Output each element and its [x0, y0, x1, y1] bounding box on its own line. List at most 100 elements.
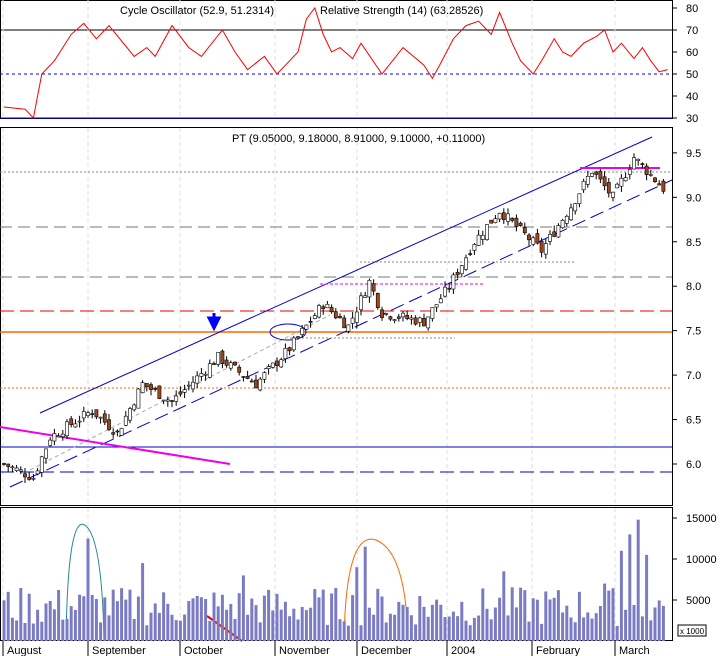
candle — [73, 423, 78, 428]
volume-bar — [649, 620, 653, 641]
candle — [212, 363, 216, 365]
volume-bar — [372, 614, 376, 641]
candle — [438, 298, 443, 304]
candle — [321, 306, 326, 310]
candle — [493, 218, 498, 223]
candle — [590, 173, 594, 177]
candle — [497, 212, 502, 220]
candle — [514, 217, 519, 227]
candle — [149, 384, 153, 390]
volume-bar — [598, 606, 602, 641]
candle — [39, 456, 44, 473]
volume-bar — [40, 621, 44, 641]
candle — [186, 384, 191, 387]
candle — [27, 477, 32, 480]
candle — [241, 376, 246, 378]
volume-bar — [271, 610, 275, 641]
candle — [6, 463, 11, 467]
candle — [350, 317, 355, 324]
candle — [170, 400, 174, 402]
candle — [556, 225, 561, 238]
candle — [640, 163, 645, 165]
candle — [249, 380, 254, 383]
candle — [632, 157, 636, 170]
price-tick-label: 7.0 — [686, 370, 701, 382]
x-axis-month-label: October — [184, 645, 223, 656]
candle — [254, 379, 258, 389]
candle — [329, 307, 334, 313]
candle — [262, 372, 267, 380]
volume-bar — [48, 600, 52, 641]
volume-bar — [506, 615, 510, 641]
candle — [123, 415, 128, 426]
candle — [128, 408, 132, 421]
volume-bar — [531, 598, 535, 641]
volume-tick-label: 10000 — [686, 554, 717, 566]
indicator-title-1: Cycle Oscillator (52.9, 51.2314) — [120, 5, 274, 17]
candle — [510, 217, 515, 221]
x-axis-month-label: March — [619, 645, 650, 656]
volume-bar — [590, 618, 594, 641]
candle — [539, 241, 544, 253]
volume-bar — [31, 623, 35, 641]
candle — [522, 227, 527, 234]
candle — [2, 463, 6, 465]
candle — [56, 435, 61, 438]
volume-bar — [52, 609, 56, 641]
volume-bar — [187, 600, 191, 641]
candle — [392, 319, 397, 321]
candle — [619, 177, 624, 187]
volume-bar — [561, 612, 565, 641]
candle — [283, 348, 288, 359]
volume-bar — [376, 588, 380, 641]
candle — [552, 231, 557, 237]
volume-bar — [250, 598, 254, 641]
candle — [203, 373, 208, 376]
volume-bar — [447, 616, 451, 641]
volume-bar — [36, 609, 40, 641]
candle — [417, 317, 422, 323]
volume-bar — [279, 609, 283, 641]
volume-bar — [258, 622, 262, 641]
candle — [489, 219, 494, 224]
candle — [296, 336, 300, 339]
candle — [111, 432, 116, 435]
candle — [443, 286, 447, 297]
volume-bar — [460, 601, 464, 641]
candle — [560, 220, 565, 229]
volume-bar — [363, 546, 367, 641]
volume-bar — [237, 593, 241, 641]
candle — [501, 212, 506, 220]
candle — [245, 376, 250, 379]
candle — [585, 176, 590, 185]
highlight-ellipse — [269, 323, 307, 341]
candle — [165, 399, 170, 402]
price-tick-label: 6.0 — [686, 459, 701, 471]
candle — [657, 183, 662, 186]
volume-bar — [582, 617, 586, 641]
rsi-tick-label: 40 — [686, 91, 698, 103]
volume-bar — [401, 604, 405, 641]
volume-bar — [304, 610, 308, 641]
volume-unit-label: x 1000 — [680, 627, 705, 636]
candle — [531, 237, 536, 245]
candle — [371, 283, 376, 292]
volume-bar — [73, 609, 77, 641]
volume-bar — [69, 606, 73, 641]
rsi-tick-label: 80 — [686, 3, 698, 15]
lower-channel-line — [9, 179, 673, 488]
candle — [216, 352, 221, 365]
volume-bar — [61, 619, 65, 641]
volume-bar — [254, 605, 258, 641]
volume-bar — [409, 615, 413, 641]
volume-bar — [300, 607, 304, 641]
volume-bar — [288, 616, 292, 641]
candle — [422, 317, 426, 327]
volume-bar — [384, 622, 388, 641]
candle — [636, 158, 641, 161]
candle — [275, 360, 279, 366]
volume-bar — [111, 589, 115, 641]
volume-bar — [556, 590, 560, 641]
volume-bar — [246, 614, 250, 641]
volume-bar — [632, 604, 636, 641]
